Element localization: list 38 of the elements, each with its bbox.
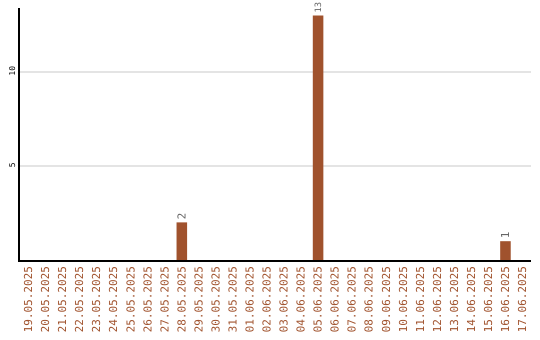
x-tick-label: 03.06.2025	[278, 266, 291, 332]
data-label: 13	[314, 2, 324, 13]
x-tick-label: 19.05.2025	[22, 266, 36, 332]
x-tick-label: 26.05.2025	[141, 266, 154, 332]
x-tick-label: 31.05.2025	[226, 266, 240, 332]
x-tick-label: 02.06.2025	[260, 266, 274, 332]
x-tick-label: 29.05.2025	[192, 266, 206, 332]
x-tick-label: 08.06.2025	[362, 266, 376, 332]
x-tick-label: 06.06.2025	[328, 266, 342, 332]
x-tick-label: 14.06.2025	[464, 266, 478, 332]
x-tick-label: 09.06.2025	[380, 266, 393, 332]
x-tick-label: 16.06.2025	[499, 266, 512, 332]
y-tick-label: 5	[8, 162, 18, 168]
x-tick-label: 17.06.2025	[516, 266, 530, 332]
x-tick-label: 25.05.2025	[124, 266, 138, 332]
x-tick-label: 01.06.2025	[244, 266, 257, 332]
bar	[312, 16, 324, 260]
x-tick-label: 23.05.2025	[90, 266, 104, 332]
x-tick-label: 15.06.2025	[482, 266, 495, 332]
x-tick-label: 22.05.2025	[73, 266, 86, 332]
x-tick-label: 10.06.2025	[396, 266, 410, 332]
data-label: 1	[498, 232, 512, 238]
x-tick-label: 30.05.2025	[209, 266, 222, 332]
x-tick-label: 28.05.2025	[175, 266, 188, 332]
x-tick-label: 27.05.2025	[158, 266, 172, 332]
x-tick-label: 20.05.2025	[39, 266, 52, 332]
data-label: 2	[175, 212, 188, 220]
x-tick-label: 21.05.2025	[56, 266, 70, 332]
x-tick-label: 13.06.2025	[448, 266, 461, 332]
x-tick-label: 05.06.2025	[312, 266, 325, 332]
bar	[500, 241, 511, 260]
x-tick-label: 04.06.2025	[294, 266, 308, 332]
bar	[176, 222, 188, 260]
x-tick-label: 24.05.2025	[107, 266, 120, 332]
x-tick-label: 07.06.2025	[346, 266, 359, 332]
y-tick-label: 10	[8, 66, 18, 76]
x-tick-label: 11.06.2025	[414, 266, 427, 332]
x-tick-label: 12.06.2025	[430, 266, 444, 332]
